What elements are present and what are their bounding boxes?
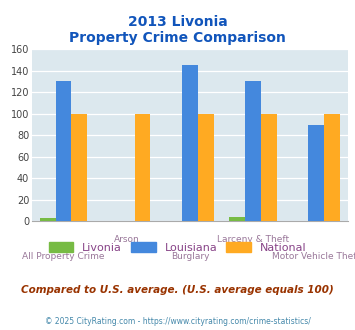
Bar: [182, 64, 198, 221]
Bar: [56, 81, 71, 221]
Text: Burglary: Burglary: [171, 252, 209, 261]
Text: Motor Vehicle Theft: Motor Vehicle Theft: [272, 252, 355, 261]
Bar: [308, 124, 324, 221]
Bar: [71, 114, 87, 221]
Text: © 2025 CityRating.com - https://www.cityrating.com/crime-statistics/: © 2025 CityRating.com - https://www.city…: [45, 317, 310, 326]
Text: 2013 Livonia: 2013 Livonia: [128, 15, 227, 29]
Text: All Property Crime: All Property Crime: [22, 252, 105, 261]
Bar: [135, 114, 151, 221]
Text: Compared to U.S. average. (U.S. average equals 100): Compared to U.S. average. (U.S. average …: [21, 285, 334, 295]
Bar: [229, 217, 245, 221]
Bar: [261, 114, 277, 221]
Bar: [198, 114, 214, 221]
Text: Property Crime Comparison: Property Crime Comparison: [69, 31, 286, 45]
Bar: [40, 218, 56, 221]
Legend: Livonia, Louisiana, National: Livonia, Louisiana, National: [46, 238, 309, 256]
Bar: [245, 81, 261, 221]
Text: Larceny & Theft: Larceny & Theft: [217, 235, 289, 244]
Text: Arson: Arson: [114, 235, 140, 244]
Bar: [324, 114, 340, 221]
